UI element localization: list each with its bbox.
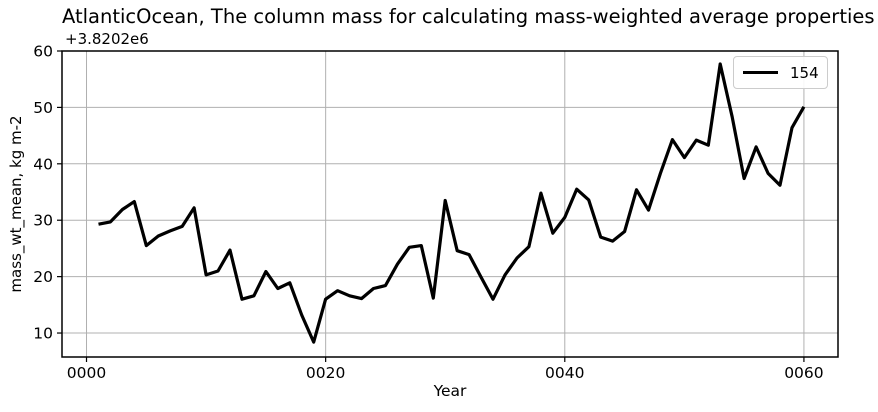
x-axis-label: Year <box>433 382 467 400</box>
svg-text:0000: 0000 <box>67 364 106 382</box>
svg-text:10: 10 <box>33 325 53 343</box>
y-axis-offset-text: +3.8202e6 <box>65 30 149 48</box>
legend: 154 <box>733 56 828 89</box>
y-tick-labels: 10 20 30 40 50 60 <box>33 43 53 343</box>
tick-marks <box>57 50 805 362</box>
data-line-series-154 <box>98 62 806 344</box>
svg-text:60: 60 <box>33 43 53 61</box>
svg-text:50: 50 <box>33 99 53 117</box>
legend-label: 154 <box>790 63 819 82</box>
chart-title: AtlanticOcean, The column mass for calcu… <box>62 5 875 28</box>
legend-line-sample <box>743 70 778 75</box>
gridlines <box>62 50 838 357</box>
svg-text:0060: 0060 <box>784 364 823 382</box>
x-tick-labels: 0000 0020 0040 0060 <box>67 364 824 382</box>
svg-text:20: 20 <box>33 268 53 286</box>
svg-text:0040: 0040 <box>545 364 584 382</box>
axes-spines <box>61 50 839 358</box>
svg-text:30: 30 <box>33 212 53 230</box>
svg-text:0020: 0020 <box>306 364 345 382</box>
svg-text:40: 40 <box>33 155 53 173</box>
